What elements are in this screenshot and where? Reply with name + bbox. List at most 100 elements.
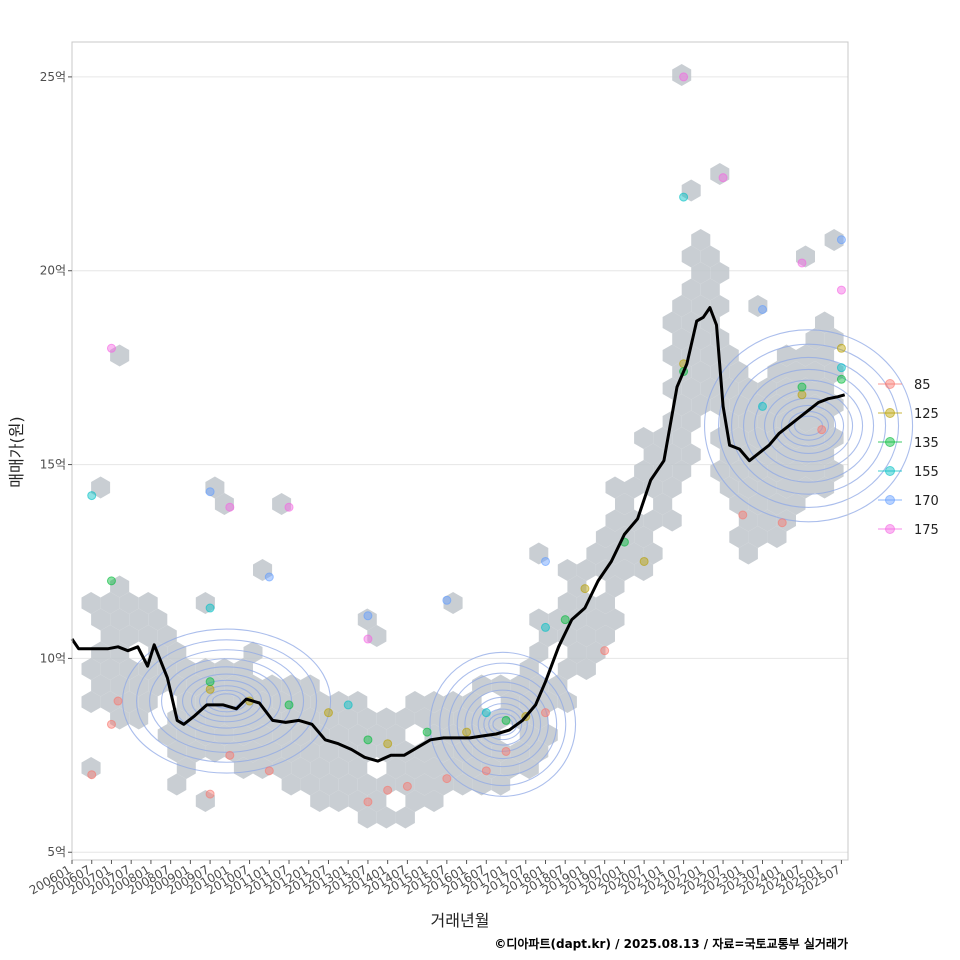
legend-item-175: 175	[878, 523, 939, 538]
hex-bin	[567, 641, 587, 664]
scatter-point-85	[501, 746, 511, 756]
hex-bin	[186, 707, 206, 730]
scatter-point-85	[600, 646, 610, 656]
hex-bin	[357, 773, 377, 796]
hex-bin	[129, 674, 149, 697]
hex-bin	[586, 542, 606, 565]
legend-item-155: 155	[878, 465, 939, 480]
hex-bin	[224, 707, 244, 730]
hex-bin	[81, 691, 101, 713]
hex-bin	[233, 757, 253, 779]
hex-bin	[805, 427, 825, 449]
hex-bin	[195, 592, 215, 614]
scatter-point-135	[363, 735, 373, 745]
scatter-point-85	[738, 510, 748, 520]
hex-bin	[300, 773, 320, 796]
hex-bin	[205, 476, 225, 499]
hex-bin	[767, 526, 787, 548]
hex-bin	[595, 592, 615, 614]
hex-bin	[148, 674, 168, 697]
scatter-point-175	[284, 502, 294, 512]
hex-bin	[233, 724, 253, 746]
legend-label: 175	[914, 523, 939, 538]
hex-bin	[443, 592, 463, 614]
y-axis-title: 매매가(원)	[7, 416, 26, 487]
legend-item-85: 85	[878, 378, 931, 393]
density-contour	[703, 329, 914, 523]
hex-bin	[348, 691, 368, 713]
hex-bin	[786, 460, 806, 482]
scatter-point-135	[205, 677, 215, 687]
scatter-point-85	[402, 781, 412, 791]
hex-bin	[815, 410, 835, 433]
scatter-point-170	[758, 304, 768, 314]
hex-bin	[167, 641, 187, 664]
hex-bin	[129, 608, 149, 631]
hex-bin	[767, 394, 787, 416]
hex-bin	[453, 740, 473, 763]
hex-bin	[681, 377, 701, 400]
hex-bin	[729, 361, 749, 383]
hex-bin	[576, 625, 596, 647]
legend-label: 85	[914, 378, 931, 393]
density-contour	[429, 651, 577, 797]
hex-bin	[291, 691, 311, 713]
hex-bin	[738, 443, 758, 466]
hex-bin	[729, 394, 749, 416]
density-contour	[121, 628, 332, 774]
hex-bin	[634, 526, 654, 548]
hex-bin	[776, 509, 796, 532]
legend-label: 125	[914, 407, 939, 422]
scatter-point-85	[442, 774, 452, 784]
hex-bin	[538, 625, 558, 647]
scatter-point-175	[106, 343, 116, 353]
scatter-point-155	[679, 192, 689, 202]
legend-item-170: 170	[878, 494, 939, 509]
hex-bin	[100, 658, 120, 680]
legend-key-point	[885, 495, 895, 505]
scatter-point-155	[758, 401, 768, 411]
hex-bin	[681, 410, 701, 433]
density-contour	[742, 368, 875, 483]
hex-bin	[815, 344, 835, 367]
hex-bin	[376, 707, 396, 730]
hex-bin	[824, 460, 844, 482]
density-contour	[439, 662, 567, 787]
scatter-point-135	[501, 715, 511, 725]
hex-bin	[367, 790, 387, 812]
x-axis-title: 거래년월	[431, 911, 490, 930]
hex-bin	[624, 476, 644, 499]
hex-bin	[281, 773, 301, 796]
hex-bin	[710, 163, 730, 185]
scatter-point-175	[363, 634, 373, 644]
hex-bin	[557, 592, 577, 614]
hex-bin	[148, 608, 168, 631]
hex-bin	[119, 691, 139, 713]
hex-bin	[329, 691, 349, 713]
hex-bin	[757, 377, 777, 400]
scatter-point-125	[580, 584, 590, 594]
scatter-point-85	[264, 766, 274, 776]
hex-bin	[472, 740, 492, 763]
scatter-point-85	[113, 696, 123, 706]
hex-bin	[253, 757, 273, 779]
hex-bin	[329, 790, 349, 812]
hex-bin	[310, 790, 330, 812]
hex-bin	[529, 641, 549, 664]
hex-bin	[662, 344, 682, 367]
scatter-point-135	[284, 700, 294, 710]
hex-bin	[243, 740, 263, 763]
hex-bin	[557, 691, 577, 713]
scatter-point-85	[540, 708, 550, 718]
hex-bin	[81, 592, 101, 614]
hex-bin	[538, 691, 558, 713]
density-contour	[477, 703, 528, 746]
hex-bin	[767, 493, 787, 515]
hex-bin	[653, 493, 673, 515]
scatter-point-85	[817, 425, 827, 435]
hex-bin	[329, 757, 349, 779]
hex-bin	[81, 658, 101, 680]
scatter-point-125	[205, 684, 215, 694]
density-contour	[456, 681, 549, 768]
